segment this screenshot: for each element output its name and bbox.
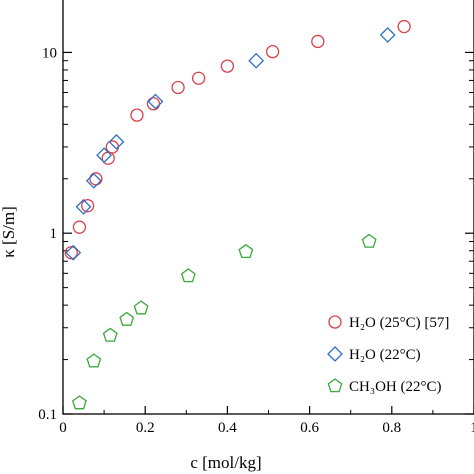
data-point xyxy=(119,311,135,326)
data-point xyxy=(75,198,92,215)
legend-marker xyxy=(328,315,342,329)
data-point xyxy=(108,133,125,150)
y-tick-label: 0.1 xyxy=(38,407,57,423)
axis-ticks: 0 0.2 0.4 0.6 0.8 1 0.1 1 10 xyxy=(38,45,474,436)
series-2 xyxy=(72,233,377,410)
data-point xyxy=(171,80,185,95)
data-point xyxy=(65,244,82,261)
y-axis-label: κ [S/m] xyxy=(0,206,18,258)
data-point xyxy=(72,220,87,234)
data-point xyxy=(105,140,119,154)
x-tick-label: 1 xyxy=(470,420,474,436)
x-tick-label: 0.4 xyxy=(218,420,237,436)
data-point xyxy=(238,243,254,259)
data-point xyxy=(191,71,206,85)
data-point xyxy=(81,199,95,213)
legend-marker xyxy=(327,346,343,362)
data-point xyxy=(130,108,144,122)
series-layer xyxy=(64,19,411,410)
data-point xyxy=(248,52,265,69)
data-point xyxy=(133,300,149,315)
data-point xyxy=(89,172,103,186)
data-point xyxy=(180,268,196,283)
data-point xyxy=(147,93,164,110)
data-point xyxy=(361,233,377,248)
legend: H₂O (25°C) [57] H₂O (22°C) CH₃OH (22°C) xyxy=(327,315,449,395)
data-point xyxy=(397,19,411,34)
x-axis-label: c [mol/kg] xyxy=(190,453,261,472)
y-tick-label: 10 xyxy=(42,45,57,61)
legend-marker xyxy=(327,378,343,393)
data-point xyxy=(96,147,113,164)
data-point xyxy=(220,59,235,73)
data-point xyxy=(86,353,102,368)
x-tick-label: 0.2 xyxy=(136,420,155,436)
legend-label: H₂O (22°C) xyxy=(349,347,421,363)
data-point xyxy=(102,327,118,342)
series-0 xyxy=(64,19,411,260)
series-1 xyxy=(65,26,396,261)
x-tick-label: 0.6 xyxy=(300,420,319,436)
data-point xyxy=(72,395,87,410)
data-point xyxy=(85,172,102,189)
x-tick-label: 0.8 xyxy=(382,420,401,436)
x-tick-label: 0 xyxy=(59,420,67,436)
data-point xyxy=(265,44,280,59)
data-point xyxy=(379,26,396,43)
data-point xyxy=(64,246,78,260)
data-point xyxy=(146,97,161,111)
legend-label: H₂O (25°C) [57] xyxy=(349,315,449,331)
data-point xyxy=(311,34,325,49)
legend-label: CH₃OH (22°C) xyxy=(349,379,441,395)
y-tick-label: 1 xyxy=(50,226,58,242)
